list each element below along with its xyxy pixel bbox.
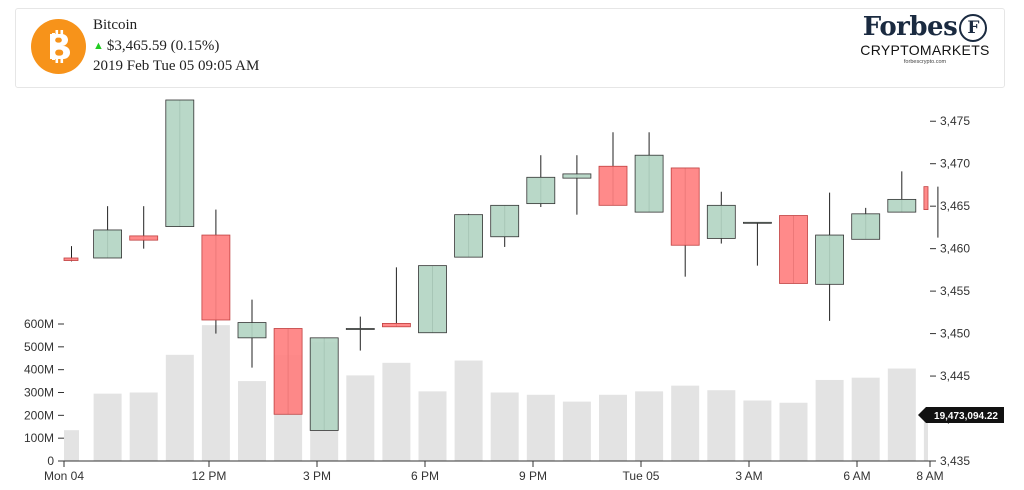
brand-subtitle: CRYPTOMARKETS [860, 42, 990, 58]
volume-bar [562, 401, 591, 461]
candle-down [779, 215, 808, 284]
volume-bar [635, 391, 664, 461]
brand-logo: Forbes F CRYPTOMARKETS forbescrypto.com [860, 12, 990, 76]
volume-bar [165, 354, 194, 461]
volume-tick-label: 300M [24, 386, 54, 400]
volume-bar [93, 393, 122, 461]
bitcoin-icon [31, 19, 86, 74]
volume-tick-label: 200M [24, 408, 54, 422]
volume-bar [64, 430, 79, 461]
axes: Mon 04 12 PM 3 PM 6 PM 9 PM Tue 05 3 AM 6 AM 8 A… [24, 114, 1004, 483]
volume-bar [779, 402, 808, 461]
price-tick-label: 3,470 [940, 157, 970, 171]
brand-name-text: Forbes [862, 12, 958, 42]
coin-datetime: 2019 Feb Tue 05 09:05 AM [93, 58, 260, 74]
volume-tick-label: 500M [24, 340, 54, 354]
price-tick-label: 3,435 [940, 454, 970, 468]
volume-tick-label: 600M [24, 317, 54, 331]
candle-down [670, 167, 700, 246]
candle-down [201, 234, 231, 321]
x-tick-label: 6 PM [411, 469, 439, 483]
coin-header: Bitcoin ▲ $3,465.59 (0.15%) 2019 Feb Tue … [15, 8, 1005, 88]
volume-bar [599, 394, 627, 461]
candle-down [273, 328, 303, 415]
candle-up [93, 229, 122, 259]
candle-up [562, 173, 592, 179]
x-tick-label: Mon 04 [44, 469, 84, 483]
candle-up [706, 204, 736, 239]
volume-tick-label: 100M [24, 431, 54, 445]
candle-up [851, 213, 881, 240]
candle-up [526, 176, 556, 205]
candle-up [165, 99, 195, 227]
volume-bar [743, 400, 772, 461]
price-tick-label: 3,460 [940, 242, 970, 256]
up-arrow-icon: ▲ [93, 40, 104, 52]
volume-bar [346, 375, 375, 461]
brand-name: Forbes F [860, 12, 990, 42]
volume-bar [923, 416, 928, 461]
price-candles [63, 99, 939, 431]
price-text: $3,465.59 (0.15%) [106, 38, 220, 54]
volume-tick-label: 0 [47, 454, 54, 468]
x-tick-label: 9 PM [519, 469, 547, 483]
candle-up [815, 234, 844, 285]
price-tick-label: 3,455 [940, 284, 970, 298]
price-tick-label: 3,450 [940, 327, 970, 341]
x-tick-label: 12 PM [192, 469, 227, 483]
brand-url: forbescrypto.com [903, 59, 947, 65]
volume-bar [671, 385, 700, 461]
volume-bar [454, 360, 483, 461]
candle-down [598, 165, 628, 206]
brand-mark: F [959, 14, 988, 42]
volume-bar [490, 392, 519, 461]
volume-bar [707, 390, 736, 461]
candle-up [309, 337, 339, 431]
x-tick-label: 8 AM [916, 469, 943, 483]
candle-down [923, 186, 929, 210]
last-volume-label: 19,473,094.22 [934, 411, 998, 422]
volume-bar [815, 379, 844, 461]
candle-up [237, 322, 267, 339]
price-tick-label: 3,475 [940, 114, 970, 128]
price-tick-label: 3,465 [940, 199, 970, 213]
volume-bar [382, 362, 411, 461]
coin-price: ▲ $3,465.59 (0.15%) [93, 38, 219, 55]
candle-down [63, 257, 79, 261]
candle-up [345, 328, 375, 330]
volume-bar [129, 392, 158, 461]
volume-bar [201, 325, 230, 461]
x-tick-label: 6 AM [843, 469, 870, 483]
volume-bar [526, 394, 555, 461]
volume-bar [418, 391, 447, 461]
volume-tick-label: 400M [24, 363, 54, 377]
candle-up [887, 198, 917, 213]
candle-down [129, 235, 159, 241]
volume-bars [64, 325, 928, 461]
candle-down [381, 322, 411, 328]
candle-up [743, 221, 772, 224]
candle-up [454, 214, 484, 258]
x-tick-label: Tue 05 [623, 469, 660, 483]
volume-bar [238, 381, 266, 461]
coin-name: Bitcoin [93, 17, 138, 33]
volume-bar [887, 368, 916, 461]
x-tick-label: 3 AM [735, 469, 762, 483]
x-tick-label: 3 PM [303, 469, 331, 483]
last-volume-badge [918, 407, 1004, 423]
candle-up [634, 154, 664, 213]
candle-up [490, 204, 520, 238]
price-tick-label: 3,445 [940, 369, 970, 383]
volume-bar [851, 377, 880, 461]
candle-up [418, 265, 447, 334]
